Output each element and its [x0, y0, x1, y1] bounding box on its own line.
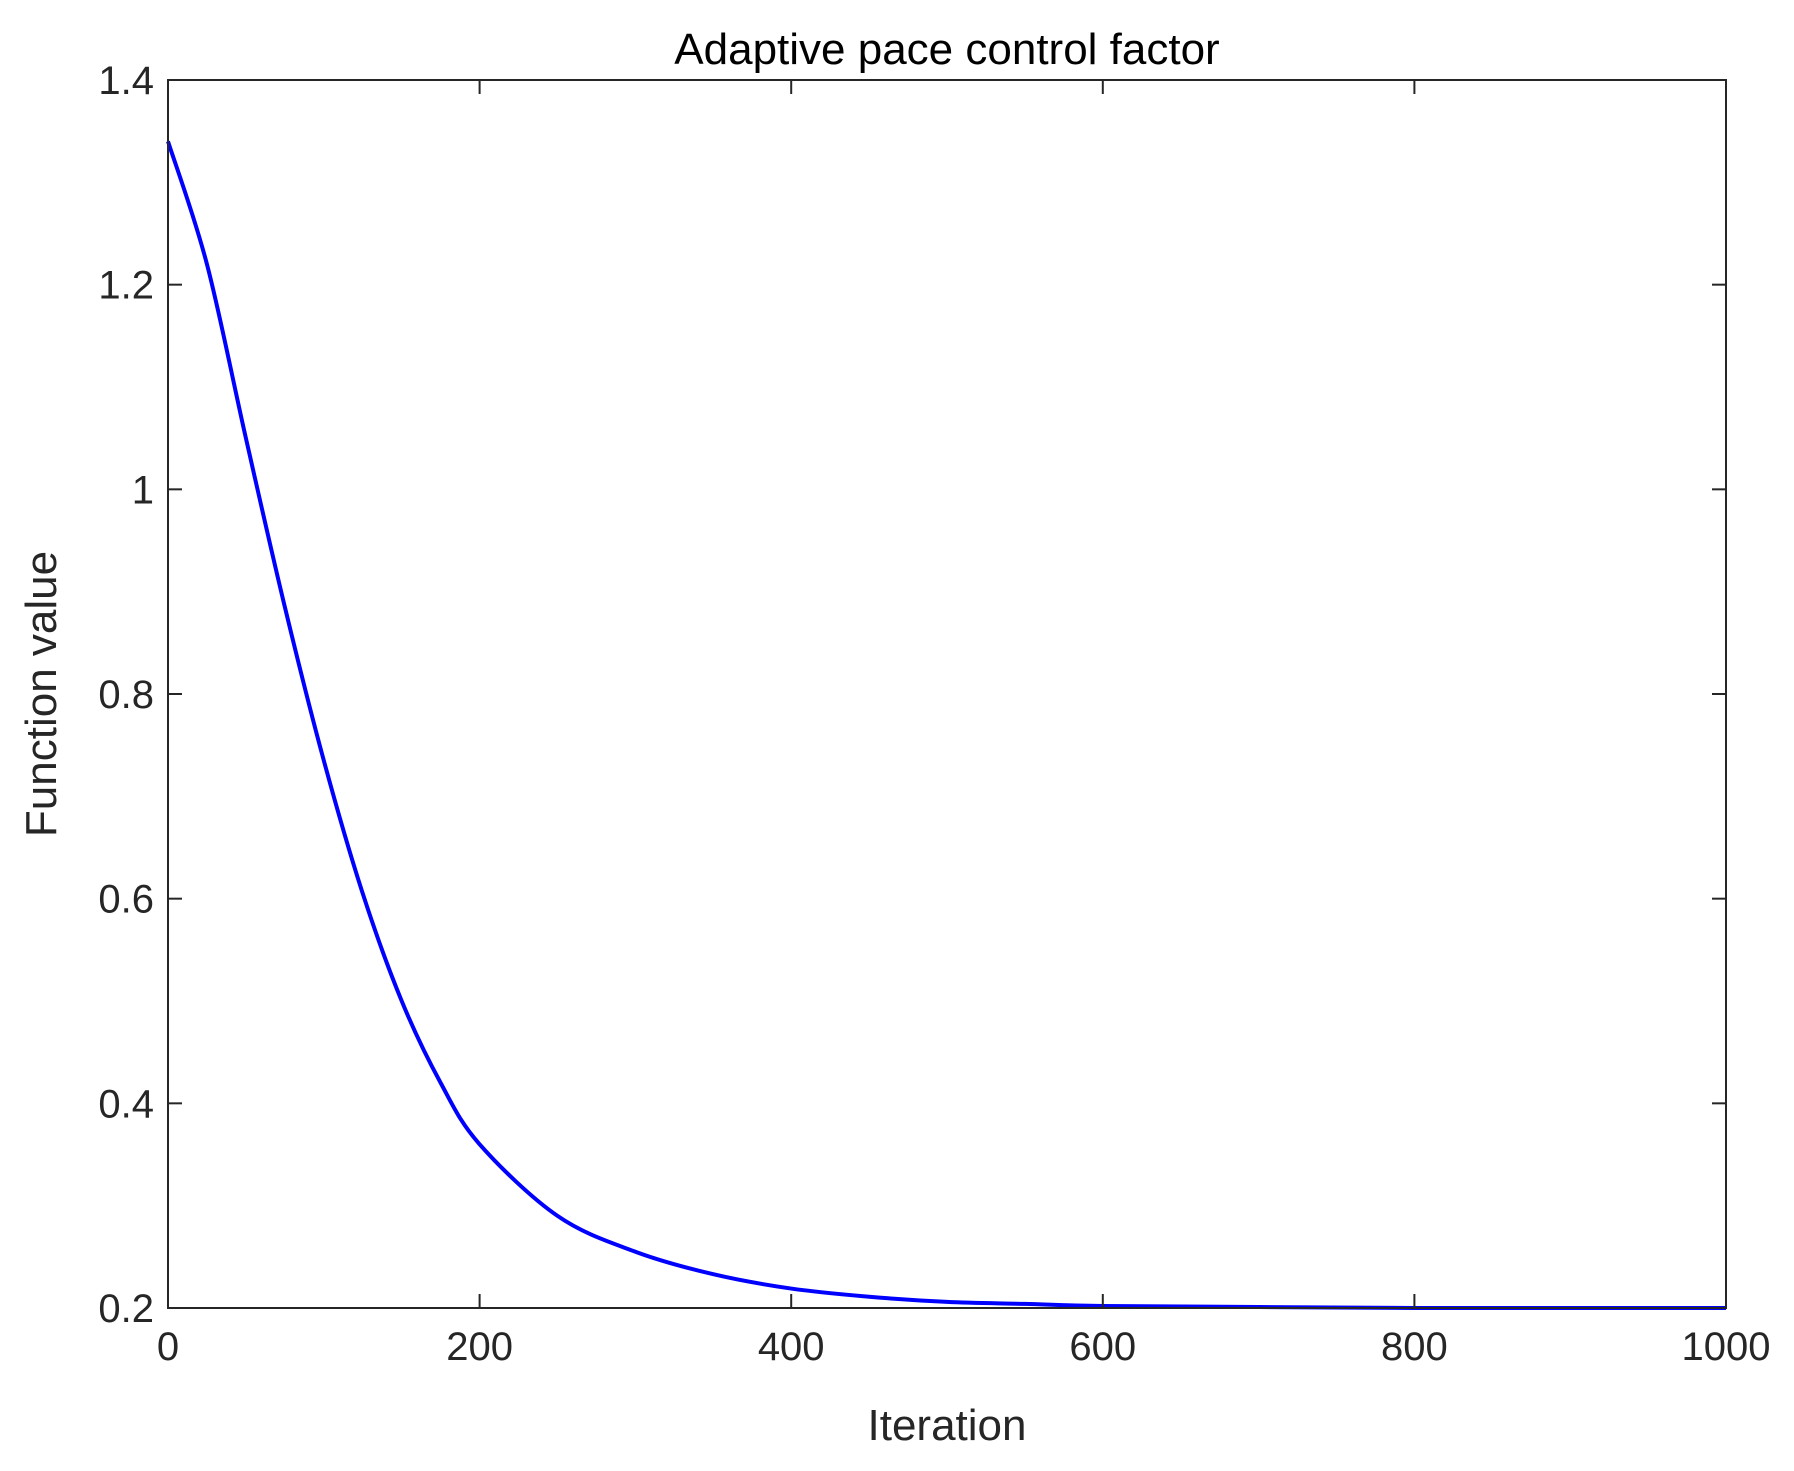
y-tick-label: 0.6: [98, 878, 154, 922]
y-axis-label: Function value: [17, 551, 66, 837]
y-tick-label: 1.4: [98, 59, 154, 103]
y-tick-label: 0.2: [98, 1287, 154, 1331]
labels-layer: 0 200 400 600 800 1000 0.2 0.4 0.6 0.8 1 1.2 1.4: [98, 59, 1770, 1369]
y-tick-label: 0.4: [98, 1082, 154, 1126]
series-line: [166, 140, 1726, 1311]
series-layer: [166, 140, 1726, 1311]
plot-frame: [167, 79, 1727, 1309]
y-tick-label: 1: [132, 468, 154, 512]
x-tick-label: 800: [1381, 1325, 1448, 1369]
y-tick-label: 1.2: [98, 264, 154, 308]
x-tick-label: 0: [157, 1325, 179, 1369]
x-axis-label: Iteration: [868, 1401, 1027, 1450]
chart-title: Adaptive pace control factor: [674, 25, 1219, 74]
x-tick-label: 400: [758, 1325, 825, 1369]
x-tick-label: 200: [446, 1325, 513, 1369]
x-tick-label: 1000: [1682, 1325, 1771, 1369]
plot-background: [168, 80, 1726, 1308]
x-tick-label: 600: [1069, 1325, 1136, 1369]
y-tick-label: 0.8: [98, 673, 154, 717]
